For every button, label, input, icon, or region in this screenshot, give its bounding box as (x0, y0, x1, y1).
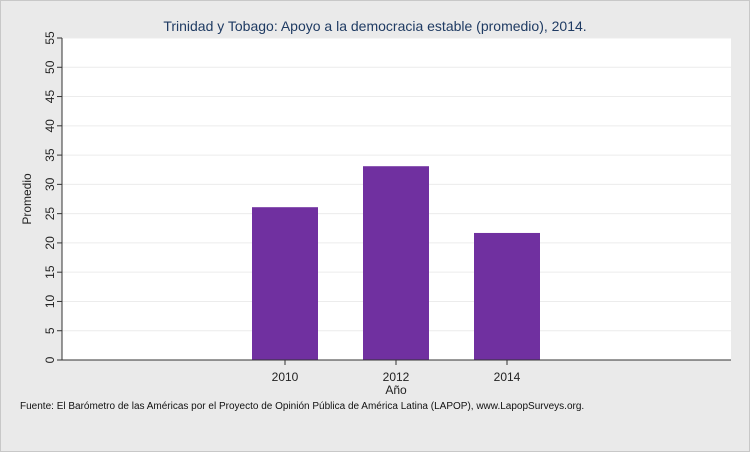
y-tick-label: 20 (43, 236, 57, 250)
y-tick-label: 40 (43, 119, 57, 133)
y-tick-label: 10 (43, 294, 57, 308)
bars (252, 166, 540, 360)
y-tick-label: 25 (43, 207, 57, 221)
axes (57, 37, 731, 365)
y-tick-label: 15 (43, 265, 57, 279)
x-tick-label: 2012 (383, 370, 410, 384)
y-axis-label: Promedio (20, 173, 34, 225)
y-tick-label: 0 (43, 356, 57, 363)
y-tick-label: 5 (43, 327, 57, 334)
bar (363, 166, 429, 360)
source-note: Fuente: El Barómetro de las Américas por… (20, 401, 585, 412)
y-tick-label: 50 (43, 60, 57, 74)
y-tick-label: 45 (43, 90, 57, 104)
x-tick-label: 2010 (272, 370, 299, 384)
y-tick-labels: 0 5 10 15 20 25 30 35 40 45 50 55 (43, 31, 57, 363)
x-axis-label: Año (385, 383, 407, 397)
x-tick-label: 2014 (494, 370, 521, 384)
bar (252, 207, 318, 360)
x-tick-labels: 2010 2012 2014 (272, 370, 521, 384)
bar (474, 232, 540, 360)
chart-title: Trinidad y Tobago: Apoyo a la democracia… (163, 18, 587, 34)
y-tick-label: 55 (43, 31, 57, 45)
y-tick-label: 35 (43, 148, 57, 162)
y-tick-label: 30 (43, 177, 57, 191)
